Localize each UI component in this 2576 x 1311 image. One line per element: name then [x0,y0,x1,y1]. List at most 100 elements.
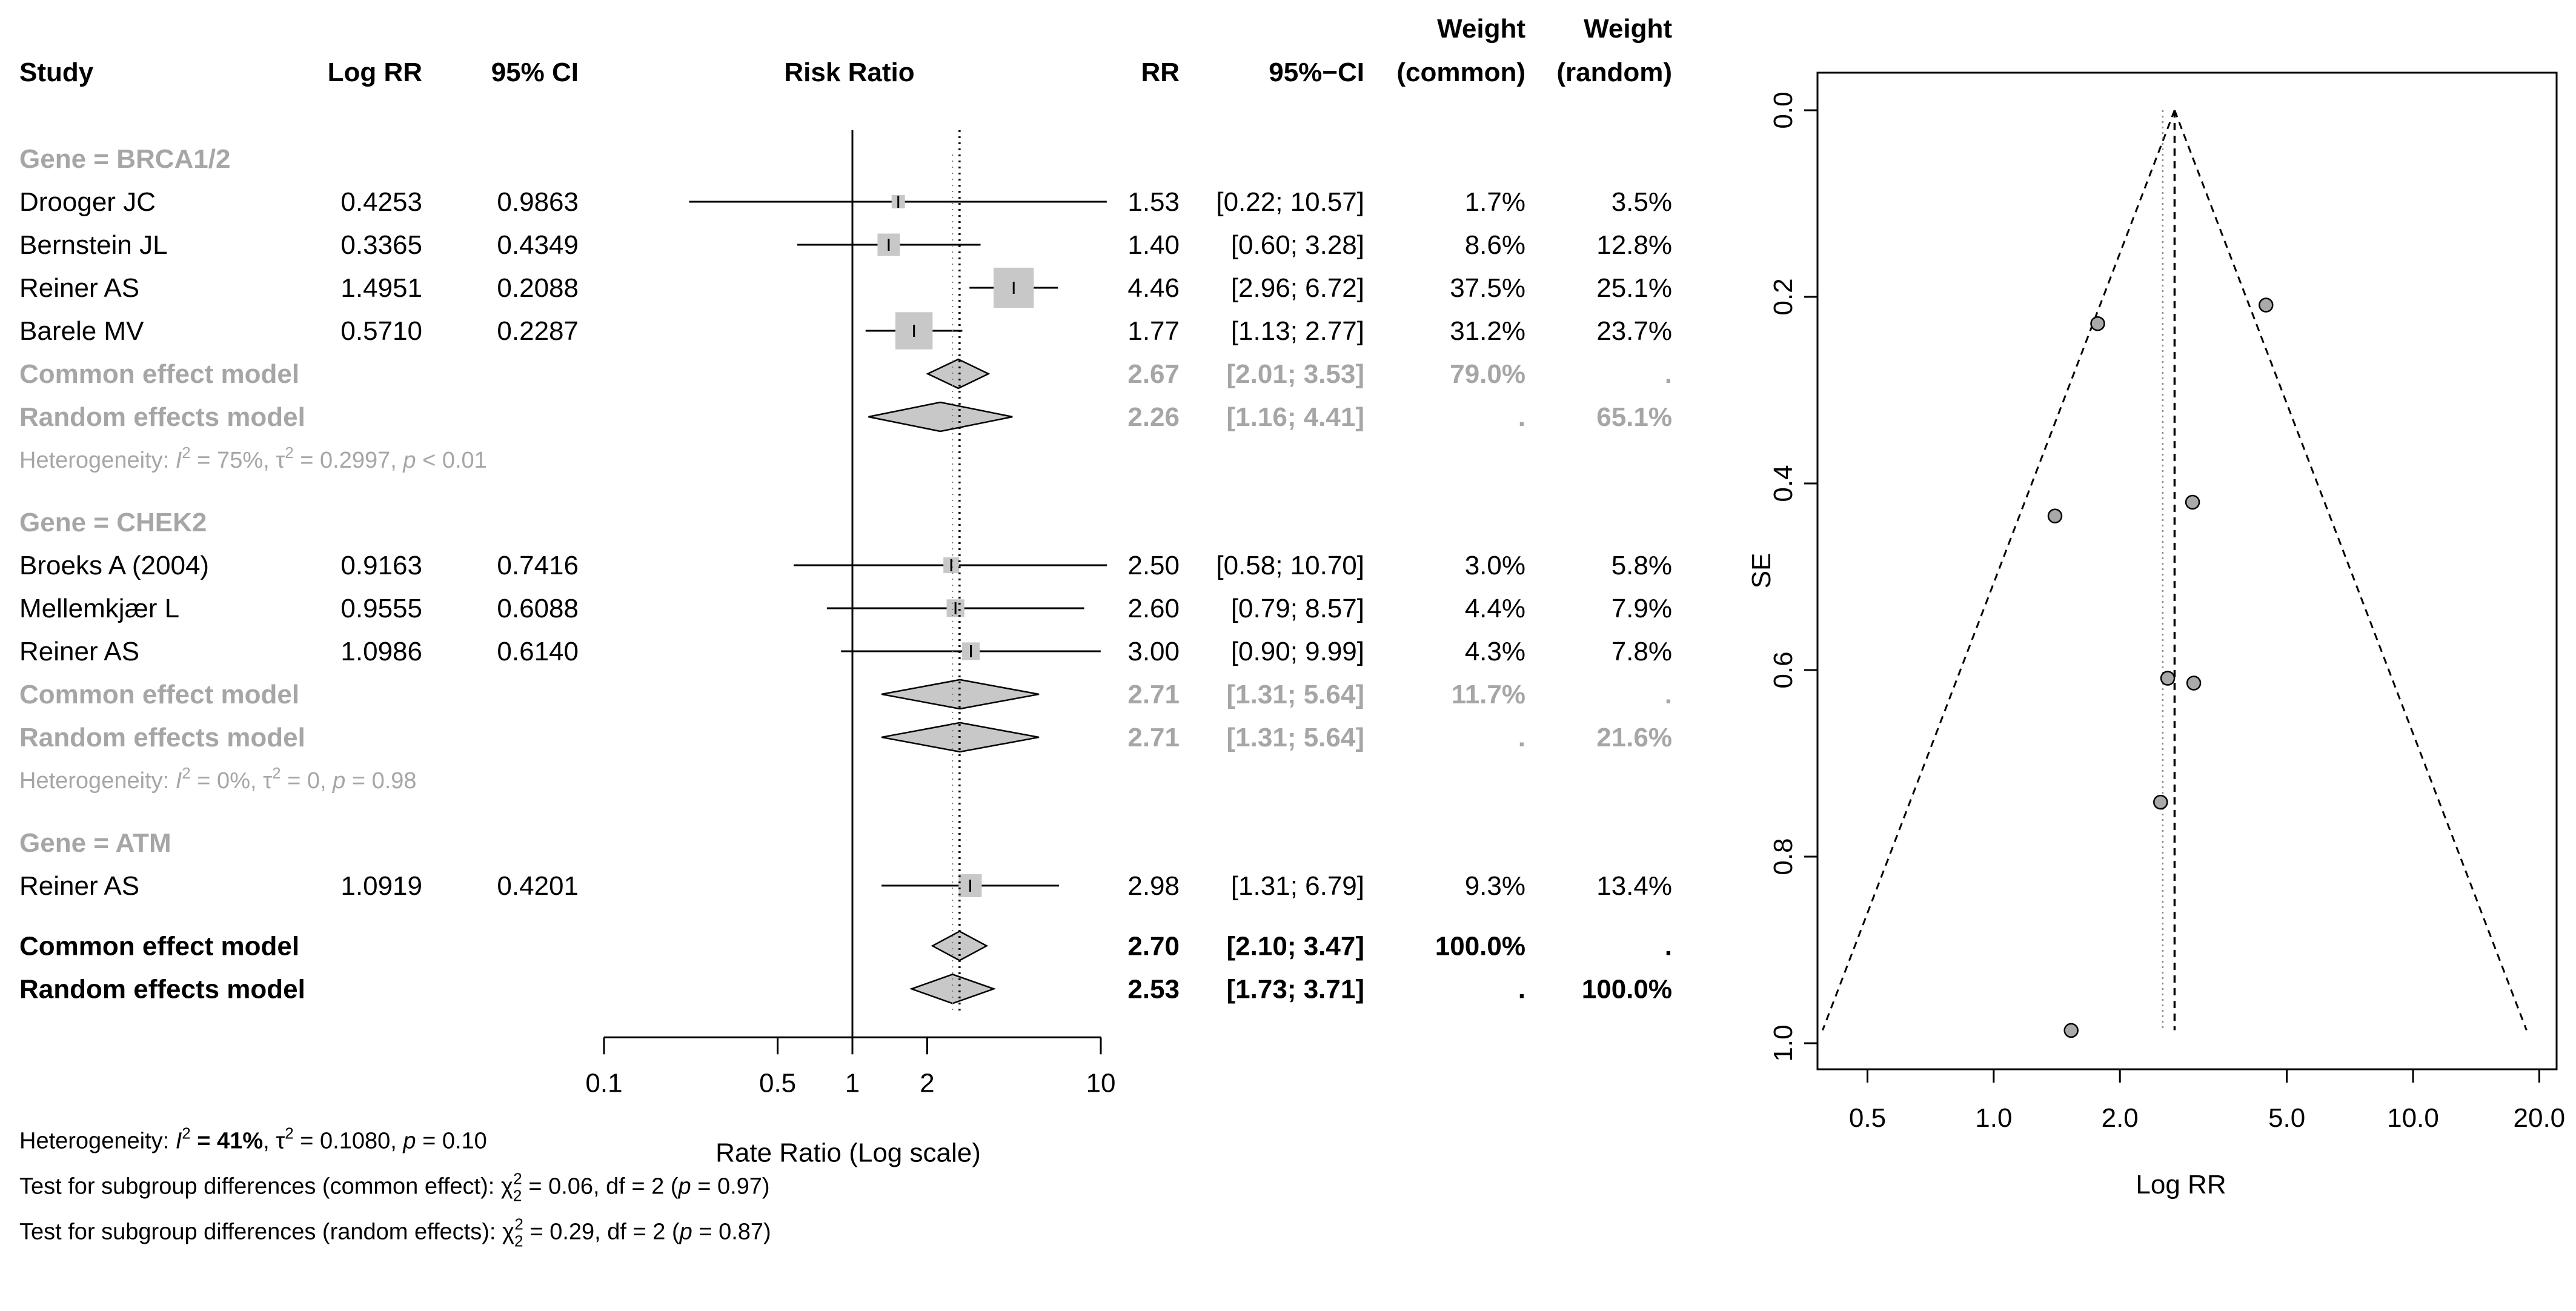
group-0-label: Gene = BRCA1/2 [19,144,230,174]
group-0-common-ci: [2.01; 3.53] [1227,359,1364,389]
forest-x-tick-label-4: 10 [1086,1068,1116,1098]
group-2-study-0-label: Reiner AS [19,871,139,901]
forest-x-tick-label-0: 0.1 [585,1068,622,1098]
funnel-x-tick-label-0: 0.5 [1849,1103,1886,1133]
overall-heterogeneity-i2-sup: 2 [182,1124,190,1142]
group-0-study-3-weight-random: 23.7% [1596,316,1672,346]
header-weight-random-2: (random) [1556,58,1672,87]
group-0-heterogeneity-p-value: < 0.01 [416,448,487,473]
funnel-marks [1822,110,2528,1038]
header-weight-common-2: (common) [1396,58,1525,87]
group-0-study-1-rr: 1.40 [1127,230,1180,260]
overall-random-weight-common: . [1518,974,1525,1004]
group-0-study-2-row: Reiner AS 1.4951 0.2088 4.46 [2.96; 6.72] 37.… [19,273,1672,303]
header-weight-common-1: Weight [1437,14,1525,44]
funnel-y-tick-label-5: 1.0 [1768,1024,1798,1061]
group-1-study-0-row: Broeks A (2004) 0.9163 0.7416 2.50 [0.58; 10… [19,551,1672,580]
group-0-study-1-row: Bernstein JL 0.3365 0.4349 1.40 [0.60; 3.28]… [19,230,1672,260]
overall-heterogeneity-tau-value: = 0.1080, [294,1128,403,1153]
overall-random-label: Random effects model [19,974,305,1004]
test-subgroup-common-p-symbol: p [678,1173,691,1199]
group-0-heterogeneity-tau-symbol: , τ [263,448,285,473]
group-1-random-row: Random effects model 2.71 [1.31; 5.64]. 21.… [19,723,1672,752]
funnel-y-tick-label-0: 0.0 [1768,91,1798,128]
test-subgroup-random-chi-sup: 2 [514,1215,523,1233]
group-1-random-ci: [1.31; 5.64] [1227,723,1364,752]
group-0-study-1-log-rr: 0.3365 [340,230,422,260]
group-1-study-2-log-rr: 1.0986 [340,637,422,666]
overall-heterogeneity-prefix: Heterogeneity: [19,1128,176,1153]
group-2-study-0-rr: 2.98 [1127,871,1180,901]
overall-heterogeneity-i2-symbol: I [176,1128,182,1153]
group-1-study-0-weight-random: 5.8% [1612,551,1672,580]
group-1-study-2-weight-random: 7.8% [1612,637,1672,666]
group-1-common-ci: [1.31; 5.64] [1227,680,1364,709]
forest-x-axis: 0.1 0.5 1 2 10 [585,1036,1116,1098]
overall-heterogeneity-tau-symbol: , τ [263,1128,285,1153]
group-1-random-weight-random: 21.6% [1596,723,1672,752]
header-risk-ratio: Risk Ratio [784,58,914,87]
overall-common-ci: [2.10; 3.47] [1227,931,1364,961]
group-1-study-1-ci: [0.79; 8.57] [1231,594,1364,623]
funnel-y-tick-label-1: 0.2 [1768,278,1798,315]
funnel-plot: 0.5 1.0 2.0 5.0 10.0 20.0 0.0 0.2 0.4 0.6 0.8 1.0 L… [1747,71,2566,1200]
group-0-study-2-rr: 4.46 [1127,273,1180,303]
test-subgroup-random-chi-sub: 2 [514,1232,523,1250]
group-2-study-0-weight-random: 13.4% [1596,871,1672,901]
group-0-study-2-ci: [2.96; 6.72] [1231,273,1364,303]
group-0-common-diamond [926,358,991,390]
group-0-heterogeneity-prefix: Heterogeneity: [19,448,176,473]
overall-random-weight-random: 100.0% [1582,974,1672,1004]
funnel-y-tick-label-3: 0.6 [1768,651,1798,688]
group-1-study-1-row: Mellemkjær L 0.9555 0.6088 2.60 [0.79; 8.57]… [19,594,1672,623]
overall-heterogeneity-p-value: = 0.10 [416,1128,487,1153]
forest-headers: Study Log RR 95% CI Risk Ratio RR 95%−CI… [19,14,1672,87]
test-subgroup-random-p-symbol: p [679,1219,692,1244]
overall-common-weight-random: . [1665,931,1672,961]
funnel-point-3 [2090,316,2105,331]
overall-heterogeneity-tau-sup: 2 [285,1124,293,1142]
funnel-plot-frame [1816,71,2558,1070]
group-1-heterogeneity-p-symbol: p [332,768,345,794]
group-0-study-3-se: 0.2287 [497,316,579,346]
group-0-study-1-se: 0.4349 [497,230,579,260]
group-1-study-2-ci: [0.90; 9.99] [1231,637,1364,666]
group-0-study-3-row: Barele MV 0.5710 0.2287 1.77 [1.13; 2.77] 31.… [19,316,1672,346]
group-0-study-3-log-rr: 0.5710 [340,316,422,346]
group-2-label: Gene = ATM [19,828,171,858]
test-subgroup-common-prefix: Test for subgroup differences (common ef… [19,1173,501,1199]
group-0-common-row: Common effect model 2.67 [2.01; 3.53] 79.0%… [19,359,1672,389]
funnel-x-tick-label-4: 10.0 [2387,1103,2439,1133]
funnel-right-limit [2174,110,2528,1031]
group-0-random-ci: [1.16; 4.41] [1227,402,1364,432]
test-subgroup-common-chi-symbol: χ [501,1173,513,1199]
group-1-study-0-ci: [0.58; 10.70] [1216,551,1364,580]
group-1-heterogeneity-tau-symbol: , τ [250,768,272,794]
header-log-rr: Log RR [328,58,422,87]
forest-footer: Test for subgroup differences (common ef… [19,1169,771,1250]
group-1-random-label: Random effects model [19,723,305,752]
group-1-study-1-weight-common: 4.4% [1465,594,1525,623]
group-0-study-1-weight-random: 12.8% [1596,230,1672,260]
test-subgroup-random-chi-value: = 0.29, df = 2 ( [523,1219,680,1244]
funnel-point-6 [2186,675,2202,691]
group-0-heterogeneity-tau-value: = 0.2997, [294,448,403,473]
group-1-study-1-weight-random: 7.9% [1612,594,1672,623]
group-0-common-weight-random: . [1665,359,1672,389]
group-0-study-0-se: 0.9863 [497,187,579,217]
group-1-label: Gene = CHEK2 [19,508,207,537]
funnel-point-1 [2047,508,2063,523]
group-2-study-0-row: Reiner AS 1.0919 0.4201 2.98 [1.31; 6.79] 9.3… [19,871,1672,901]
group-1-heterogeneity-tau-sup: 2 [272,764,281,782]
group-1-heterogeneity-i2-value: = 0% [191,768,250,794]
funnel-x-tick-label-5: 20.0 [2514,1103,2566,1133]
header-study: Study [19,58,94,87]
overall-common-row: Common effect model 2.70 [2.10; 3.47] 100.0… [19,931,1672,961]
test-subgroup-common-chi-value: = 0.06, df = 2 ( [522,1173,679,1199]
group-1-common-rr: 2.71 [1127,680,1180,709]
funnel-x-tick-label-1: 1.0 [1975,1103,2012,1133]
group-0-study-0-ci: [0.22; 10.57] [1216,187,1364,217]
group-0-study-2-se: 0.2088 [497,273,579,303]
group-0-study-3-weight-common: 31.2% [1450,316,1525,346]
group-1-study-0-rr: 2.50 [1127,551,1180,580]
